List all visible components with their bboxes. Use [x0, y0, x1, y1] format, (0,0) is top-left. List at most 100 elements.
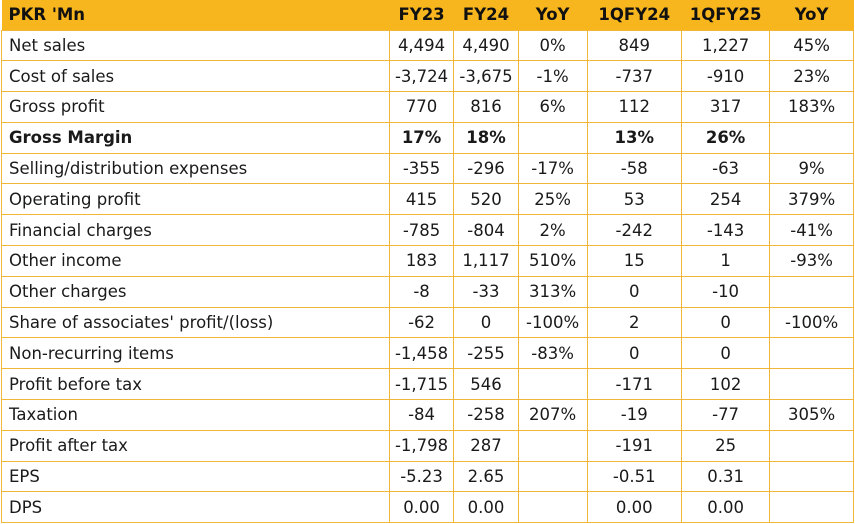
table-cell: -83%: [517, 337, 588, 370]
row-label: Cost of sales: [1, 60, 390, 93]
row-label: Gross Margin: [1, 121, 390, 154]
table-cell: 1,227: [681, 29, 771, 62]
table-row: Financial charges -785 -804 2% -242 -143 -41%: [1, 214, 854, 247]
row-label: Financial charges: [1, 214, 390, 247]
header-cell-label: PKR 'Mn: [8, 5, 86, 25]
table-cell: -100%: [517, 306, 588, 339]
table-cell: -1%: [517, 60, 588, 93]
table-cell: -258: [453, 399, 519, 431]
table-cell: 4,494: [388, 29, 455, 62]
table-cell: 25: [681, 429, 771, 462]
table-cell: 102: [681, 368, 771, 401]
table-cell: 26%: [681, 121, 771, 154]
table-cell: [517, 491, 588, 524]
table-cell: [517, 368, 588, 401]
header-cell-yoy: YoY: [535, 5, 570, 25]
table-cell: 0: [681, 337, 771, 370]
row-label: Net sales: [1, 29, 390, 62]
row-label: Other charges: [1, 275, 390, 308]
table-cell: 816: [453, 91, 519, 123]
table-cell: -191: [586, 429, 683, 462]
header-cell-1qfy25: 1QFY25: [689, 5, 762, 25]
table-cell: 317: [681, 91, 771, 123]
table-cell: [517, 460, 588, 493]
table-cell: 207%: [517, 399, 588, 431]
table-cell: -17%: [517, 152, 588, 185]
table-cell: [769, 491, 854, 524]
table-cell: -255: [453, 337, 519, 370]
table-cell: -41%: [769, 214, 854, 247]
table-cell: -62: [388, 306, 455, 339]
table-cell: 0%: [517, 29, 588, 62]
table-cell: 2.65: [453, 460, 519, 493]
table-cell: -804: [453, 214, 519, 247]
table-cell: -737: [586, 60, 683, 93]
table-cell: 183%: [769, 91, 854, 123]
row-label: Share of associates' profit/(loss): [1, 306, 390, 339]
table-cell: 287: [453, 429, 519, 462]
table-cell: 313%: [517, 275, 588, 308]
table-cell: 770: [388, 91, 455, 123]
table-cell: 18%: [453, 121, 519, 154]
table-cell: [517, 429, 588, 462]
table-row: Other charges -8 -33 313% 0 -10: [1, 275, 854, 308]
table-row: Profit before tax -1,715 546 -171 102: [1, 368, 854, 401]
table-cell: 23%: [769, 60, 854, 93]
table-cell: -143: [681, 214, 771, 247]
table-cell: 510%: [517, 245, 588, 277]
row-label: Profit before tax: [1, 368, 390, 401]
table-cell: 183: [388, 245, 455, 277]
row-label: EPS: [1, 460, 390, 493]
table-cell: -10: [681, 275, 771, 308]
header-row: PKR 'Mn FY23 FY24 YoY 1QFY24 1QFY25 YoY: [1, 0, 854, 30]
table-cell: -93%: [769, 245, 854, 277]
row-label: DPS: [1, 491, 390, 524]
table-cell: -3,675: [453, 60, 519, 93]
row-label: Operating profit: [1, 183, 390, 216]
table-cell: 254: [681, 183, 771, 216]
table-row: Cost of sales -3,724 -3,675 -1% -737 -910 23%: [1, 60, 854, 93]
row-label: Non-recurring items: [1, 337, 390, 370]
table-cell: 4,490: [453, 29, 519, 62]
table-cell: -63: [681, 152, 771, 185]
table-cell: 1: [681, 245, 771, 277]
table-cell: -84: [388, 399, 455, 431]
table-cell: 0.31: [681, 460, 771, 493]
table-cell: 2: [586, 306, 683, 339]
row-label: Gross profit: [1, 91, 390, 123]
header-cell-fy23: FY23: [398, 5, 445, 25]
table-cell: -33: [453, 275, 519, 308]
table-cell: 17%: [388, 121, 455, 154]
table-row: Selling/distribution expenses -355 -296 -17…: [1, 152, 854, 185]
table-row: Profit after tax -1,798 287 -191 25: [1, 429, 854, 462]
table-cell: -77: [681, 399, 771, 431]
table-row: EPS -5.23 2.65 -0.51 0.31: [1, 460, 854, 493]
table-cell: 0: [681, 306, 771, 339]
table-cell: -3,724: [388, 60, 455, 93]
table-cell: -58: [586, 152, 683, 185]
table-cell: 0.00: [388, 491, 455, 524]
table-cell: -1,458: [388, 337, 455, 370]
table-cell: -355: [388, 152, 455, 185]
table-cell: 0: [586, 275, 683, 308]
table-cell: -171: [586, 368, 683, 401]
table-cell: [769, 275, 854, 308]
table-cell: -100%: [769, 306, 854, 339]
header-cell-1qfy24: 1QFY24: [598, 5, 671, 25]
table-row: Non-recurring items -1,458 -255 -83% 0 0: [1, 337, 854, 370]
table-cell: 305%: [769, 399, 854, 431]
header-cell-fy24: FY24: [462, 5, 510, 25]
table-cell: 849: [586, 29, 683, 62]
table-row: Other income 183 1,117 510% 15 1 -93%: [1, 245, 854, 277]
table-cell: [769, 460, 854, 493]
table-cell: -296: [453, 152, 519, 185]
row-label: Taxation: [1, 399, 390, 431]
table-cell: 45%: [769, 29, 854, 62]
table-cell: 415: [388, 183, 455, 216]
table-row: Gross Margin 17% 18% 13% 26%: [1, 121, 854, 154]
row-label: Other income: [1, 245, 390, 277]
table-cell: -1,798: [388, 429, 455, 462]
table-cell: -1,715: [388, 368, 455, 401]
table-cell: -5.23: [388, 460, 455, 493]
